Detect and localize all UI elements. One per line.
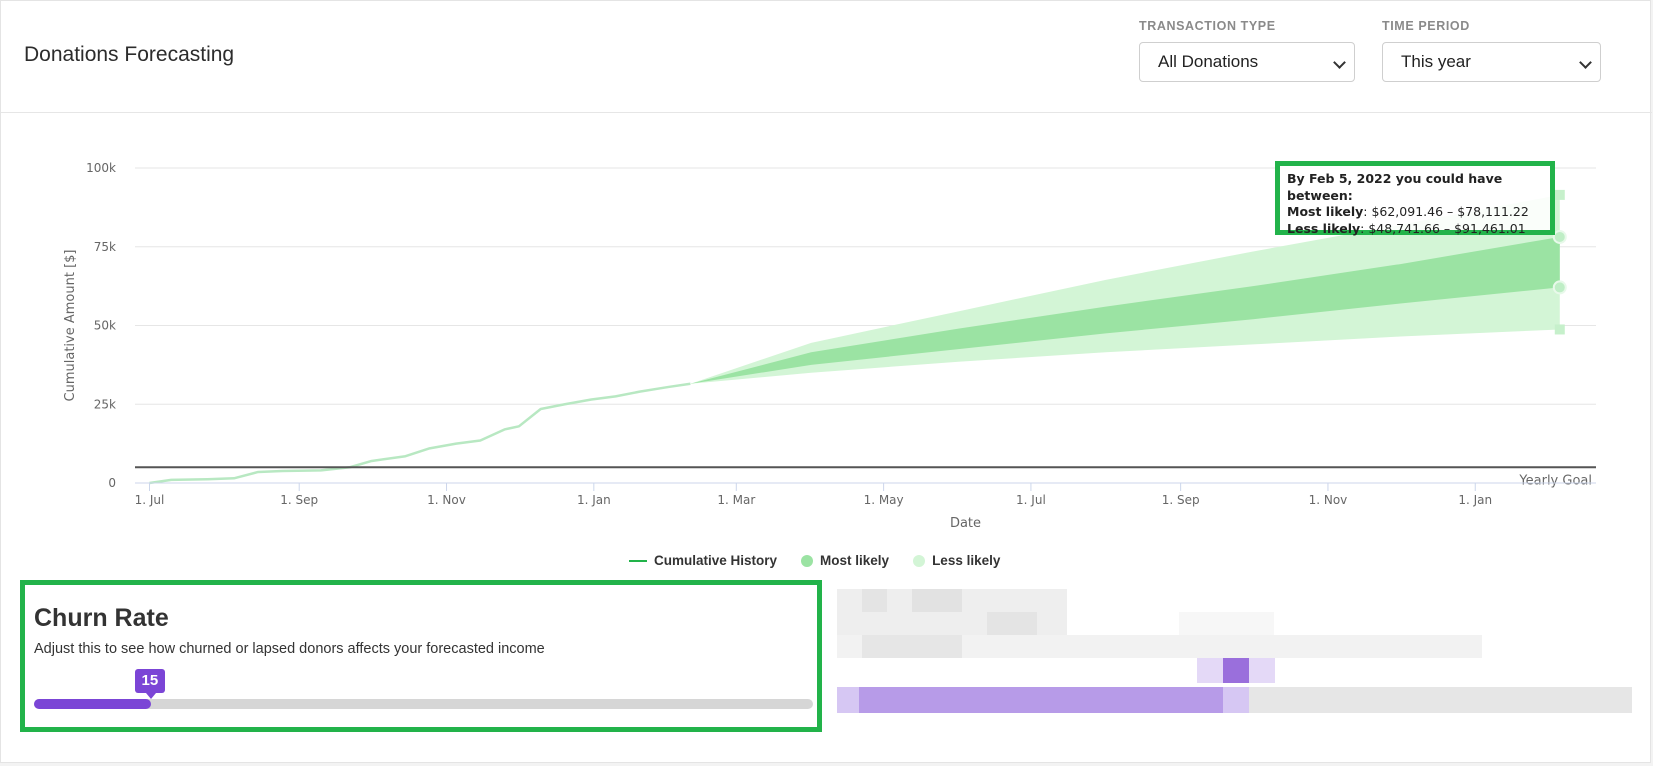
tooltip-heading: By Feb 5, 2022 you could have between: bbox=[1287, 171, 1503, 203]
placeholder-block bbox=[837, 687, 1247, 713]
legend-label: Cumulative History bbox=[654, 553, 778, 568]
placeholder-block bbox=[862, 589, 887, 612]
churn-rate-panel: Churn Rate Adjust this to see how churne… bbox=[20, 580, 822, 732]
legend-item-history[interactable]: Cumulative History bbox=[629, 553, 777, 568]
chart-legend: Cumulative History Most likely Less like… bbox=[629, 553, 1000, 568]
x-tick-label: 1. Mar bbox=[717, 493, 755, 507]
less-likely-band bbox=[690, 194, 1560, 384]
time-period-select[interactable]: This year bbox=[1382, 42, 1601, 82]
transaction-type-filter: TRANSACTION TYPE All Donations bbox=[1139, 19, 1355, 82]
legend-line-icon bbox=[629, 559, 647, 562]
x-tick-label: 1. Nov bbox=[1309, 493, 1348, 507]
legend-label: Most likely bbox=[820, 553, 890, 568]
legend-dot-icon bbox=[801, 554, 814, 567]
legend-label: Less likely bbox=[932, 553, 1001, 568]
x-tick-label: 1. Sep bbox=[280, 493, 318, 507]
forecast-chart: Yearly Goal 0 25k 50k 75k 100k 1. Jul 1. Sep 1.… bbox=[63, 161, 1596, 531]
tooltip-less-likely-range: : $48,741.66 – $91,461.01 bbox=[1360, 220, 1526, 236]
y-tick-label: 50k bbox=[94, 319, 116, 333]
x-tick-label: 1. Sep bbox=[1162, 493, 1200, 507]
most-likely-band bbox=[690, 236, 1560, 384]
x-tick-label: 1. Jul bbox=[1016, 493, 1046, 507]
transaction-type-select[interactable]: All Donations bbox=[1139, 42, 1355, 82]
x-axis-title: Date bbox=[950, 516, 981, 531]
placeholder-block bbox=[837, 635, 1482, 658]
legend-dot-icon bbox=[913, 554, 926, 567]
chevron-down-icon bbox=[1333, 56, 1346, 69]
placeholder-block bbox=[862, 635, 962, 658]
time-period-label: TIME PERIOD bbox=[1382, 19, 1470, 33]
tooltip-most-likely-range: : $62,091.46 – $78,111.22 bbox=[1363, 204, 1529, 219]
chart-axes: 0 25k 50k 75k 100k 1. Jul 1. Sep 1. Nov 1. Jan 1.… bbox=[63, 161, 1596, 531]
churn-title: Churn Rate bbox=[34, 604, 169, 632]
tooltip-less-likely-label: Less likely bbox=[1287, 220, 1361, 236]
placeholder-block bbox=[837, 687, 859, 713]
cumulative-history-line bbox=[149, 382, 691, 485]
transaction-type-value: All Donations bbox=[1158, 52, 1259, 71]
y-axis-title: Cumulative Amount [$] bbox=[63, 250, 78, 402]
x-tick-label: 1. Jan bbox=[577, 493, 611, 507]
legend-item-less-likely[interactable]: Less likely bbox=[913, 553, 1000, 568]
end-marker bbox=[1552, 280, 1567, 295]
y-tick-label: 0 bbox=[108, 476, 116, 490]
forecast-tooltip: By Feb 5, 2022 you could have between: M… bbox=[1275, 161, 1555, 236]
tooltip-most-likely-label: Most likely bbox=[1287, 204, 1364, 219]
churn-description: Adjust this to see how churned or lapsed… bbox=[34, 641, 545, 657]
x-tick-label: 1. Jul bbox=[135, 493, 165, 507]
churn-slider-handle[interactable]: 15 bbox=[134, 669, 165, 699]
page-title: Donations Forecasting bbox=[24, 43, 235, 66]
x-tick-label: 1. Jan bbox=[1458, 493, 1492, 507]
placeholder-block bbox=[1179, 612, 1274, 635]
yearly-goal: Yearly Goal bbox=[135, 466, 1596, 488]
pixelated-placeholder bbox=[837, 589, 1632, 715]
x-tick-label: 1. May bbox=[864, 493, 904, 507]
chart-areas bbox=[149, 194, 1560, 485]
y-tick-label: 25k bbox=[94, 397, 116, 411]
placeholder-block bbox=[1223, 687, 1249, 713]
churn-slider-fill bbox=[34, 699, 151, 709]
end-marker bbox=[1554, 324, 1565, 335]
end-marker bbox=[1554, 189, 1565, 200]
card-header: Donations Forecasting TRANSACTION TYPE A… bbox=[1, 1, 1652, 113]
yearly-goal-label: Yearly Goal bbox=[1518, 473, 1592, 488]
churn-slider[interactable]: 15 bbox=[34, 669, 813, 709]
legend-item-most-likely[interactable]: Most likely bbox=[801, 553, 889, 568]
transaction-type-label: TRANSACTION TYPE bbox=[1139, 19, 1276, 33]
y-tick-label: 75k bbox=[94, 240, 116, 254]
y-tick-label: 100k bbox=[86, 161, 116, 175]
chevron-down-icon bbox=[1579, 56, 1592, 69]
end-marker bbox=[1552, 229, 1567, 244]
chart-markers bbox=[1552, 189, 1567, 335]
placeholder-block bbox=[912, 589, 962, 612]
placeholder-block bbox=[1223, 658, 1249, 683]
placeholder-block bbox=[987, 612, 1037, 635]
x-tick-label: 1. Nov bbox=[427, 493, 466, 507]
time-period-filter: TIME PERIOD This year bbox=[1382, 19, 1601, 82]
time-period-value: This year bbox=[1401, 52, 1471, 71]
